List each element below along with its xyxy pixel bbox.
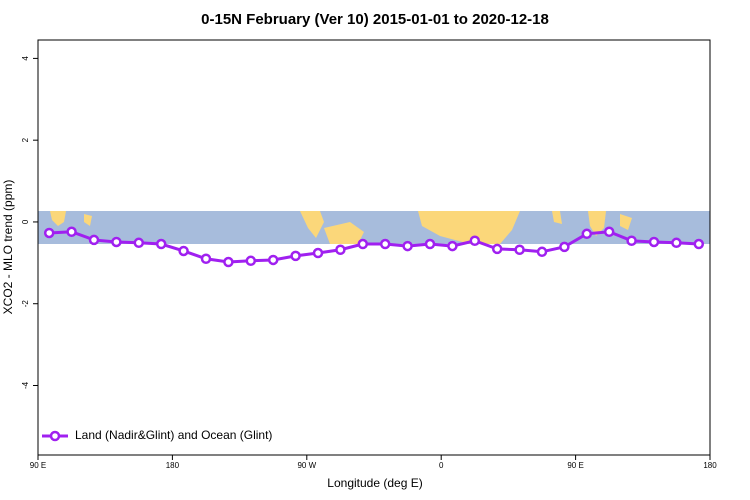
data-point [335, 244, 346, 255]
data-point [245, 255, 257, 267]
data-point [357, 238, 369, 250]
data-point [43, 227, 55, 239]
data-point [66, 226, 77, 238]
data-point [379, 238, 391, 250]
y-tick-label: 0 [21, 219, 30, 224]
data-point [581, 228, 593, 240]
data-point [111, 236, 122, 248]
chart-title: 0-15N February (Ver 10) 2015-01-01 to 20… [201, 11, 549, 28]
x-tick-label: 0 [439, 461, 444, 470]
y-tick-label: -2 [21, 300, 30, 308]
data-point [178, 245, 189, 257]
y-tick-label: 2 [21, 137, 30, 142]
x-tick-label: 90 W [297, 461, 316, 470]
data-point [223, 256, 234, 268]
data-point [200, 253, 212, 264]
x-tick-label: 90 E [567, 461, 583, 470]
plot-frame [37, 39, 711, 456]
data-point [267, 254, 279, 266]
data-point [536, 246, 548, 258]
data-point [693, 238, 705, 250]
data-point [626, 235, 637, 247]
data-point [469, 235, 481, 247]
y-tick-label: -4 [21, 381, 30, 389]
data-point [133, 237, 145, 249]
data-point [312, 247, 324, 259]
data-point [424, 238, 436, 250]
data-point [491, 243, 503, 255]
data-point [290, 250, 301, 262]
x-axis-label: Longitude (deg E) [327, 476, 422, 490]
y-tick-label: 4 [21, 56, 30, 61]
data-point [155, 238, 167, 250]
data-point [402, 240, 413, 252]
x-tick-label: 90 E [30, 461, 46, 470]
data-point [603, 226, 615, 238]
y-axis-label: XCO2 - MLO trend (ppm) [1, 180, 15, 315]
map-background [38, 211, 710, 244]
data-point [671, 237, 682, 249]
x-tick-label: 180 [166, 461, 180, 470]
data-point [559, 241, 570, 253]
data-point [514, 244, 525, 255]
data-point [648, 236, 660, 248]
data-point [88, 234, 100, 246]
data-point [447, 240, 458, 252]
x-tick-label: 180 [703, 461, 717, 470]
legend-label: Land (Nadir&Glint) and Ocean (Glint) [75, 428, 272, 442]
legend-marker [49, 430, 61, 442]
